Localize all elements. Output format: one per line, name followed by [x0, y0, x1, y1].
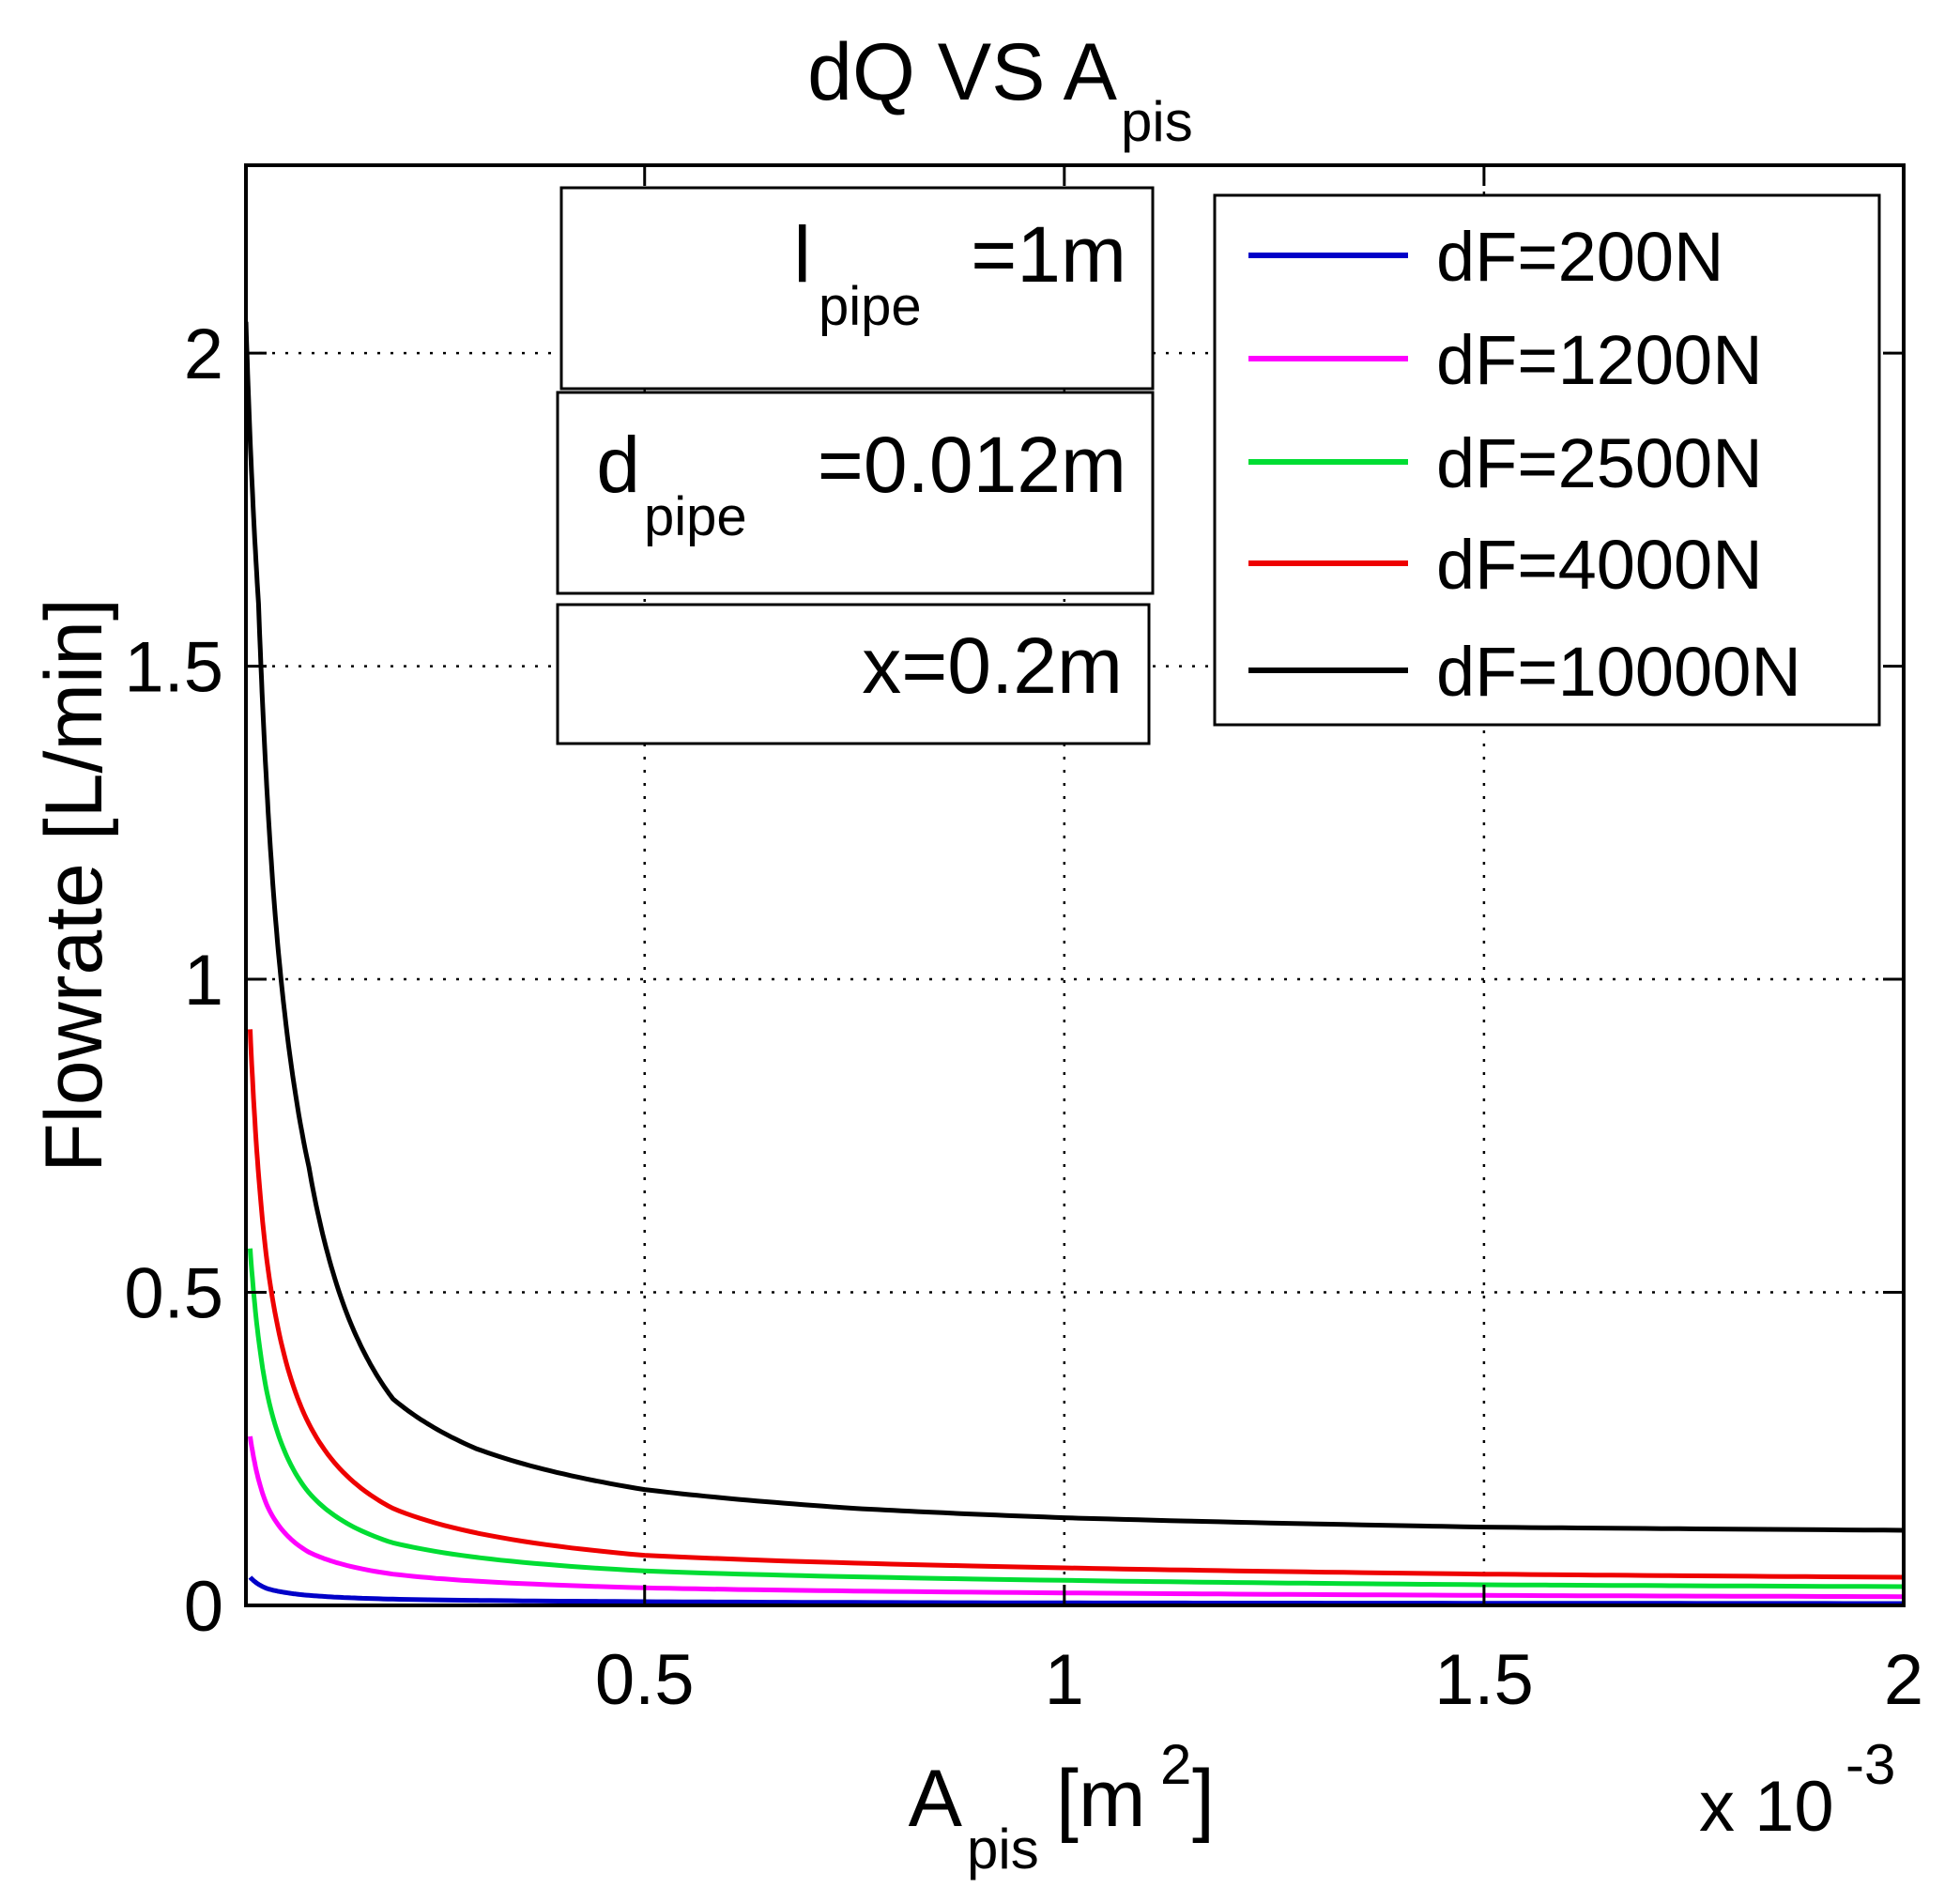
y-tick-label: 0.5: [124, 1254, 223, 1334]
x-axis-label-subscript: pis: [967, 1818, 1039, 1880]
x-axis-label: A pis [m 2 ]: [909, 1733, 1215, 1880]
series-line-2: [248, 1435, 1904, 1600]
legend-label-4: dF=4000N: [1436, 526, 1763, 604]
series-line-5: [246, 321, 1904, 1533]
series-line-4: [248, 1029, 1904, 1580]
plot-frame: [244, 163, 1906, 1607]
legend: dF=200N dF=1200N dF=2500N dF=4000N dF=10000N: [1213, 193, 1881, 727]
legend-label-3: dF=2500N: [1436, 424, 1763, 502]
x-axis-multiplier: x 10 -3: [1699, 1733, 1895, 1847]
y-tick-label: 2: [184, 315, 223, 394]
legend-label-5: dF=10000N: [1436, 633, 1801, 711]
y-axis-label: Flowrate [L/min]: [29, 598, 119, 1173]
series-line-3: [248, 1248, 1904, 1589]
annotation-boxes: l pipe =1m d pipe =0.012m x=0.2m: [556, 186, 1155, 745]
ticks: 0.5 1 1.5 2 0 0.5 1 1.5 2: [124, 165, 1923, 1720]
x-multiplier-text: x 10: [1699, 1767, 1834, 1847]
annotation-1-subscript: pipe: [819, 276, 922, 337]
legend-label-2: dF=1200N: [1436, 321, 1763, 399]
annotation-3-value: x=0.2m: [862, 622, 1123, 710]
legend-label-1: dF=200N: [1436, 218, 1723, 296]
series-line-1: [248, 1575, 1904, 1605]
x-tick-label: 1.5: [1434, 1640, 1534, 1720]
x-multiplier-exponent: -3: [1845, 1733, 1895, 1796]
annotation-2-main: d: [596, 421, 640, 509]
chart-title: dQ VS A: [807, 27, 1117, 117]
x-tick-label: 1: [1045, 1640, 1084, 1720]
annotation-2-value: =0.012m: [818, 421, 1126, 509]
annotation-box-3: [556, 603, 1151, 745]
x-tick-label: 0.5: [595, 1640, 695, 1720]
x-axis-label-unit: [m: [1056, 1754, 1146, 1844]
annotation-box-2: [556, 391, 1155, 595]
x-axis-label-unit-sup: 2: [1160, 1733, 1191, 1796]
x-axis-label-unit-close: ]: [1192, 1754, 1215, 1844]
y-tick-label: 0: [184, 1567, 223, 1647]
y-tick-label: 1.5: [124, 628, 223, 708]
annotation-2-subscript: pipe: [644, 486, 747, 547]
annotation-1-main: l: [793, 210, 811, 299]
annotation-box-1: [559, 186, 1155, 391]
y-tick-label: 1: [184, 941, 223, 1021]
annotation-1-value: =1m: [971, 210, 1126, 299]
chart-title-subscript: pis: [1121, 90, 1193, 153]
x-tick-label: 2: [1884, 1640, 1923, 1720]
x-axis-label-main: A: [909, 1754, 963, 1844]
series-layer: [246, 321, 1904, 1605]
